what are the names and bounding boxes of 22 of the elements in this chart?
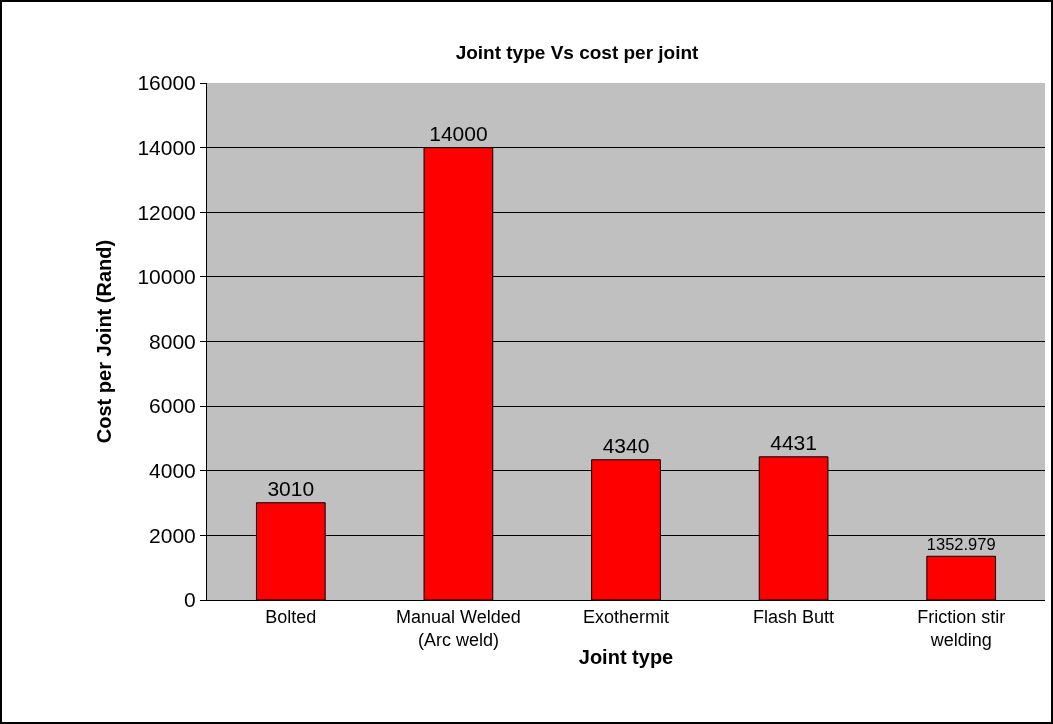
- y-axis-title: Cost per Joint (Rand): [92, 239, 115, 444]
- y-tick-label: 0: [184, 588, 196, 612]
- x-tick-label: Bolted: [265, 606, 317, 627]
- data-label: 14000: [429, 121, 488, 145]
- data-label: 3010: [267, 476, 315, 500]
- y-tick-label: 10000: [137, 265, 196, 289]
- y-tick-label: 8000: [149, 329, 196, 353]
- data-label: 4340: [602, 433, 650, 457]
- y-tick-label: 2000: [149, 523, 196, 547]
- x-tick-label: Flash Butt: [753, 606, 835, 627]
- data-label: 4431: [770, 430, 817, 454]
- x-tick-label: Friction stir welding: [917, 606, 1006, 650]
- y-tick-label: 14000: [137, 135, 196, 159]
- y-tick-label: 4000: [149, 459, 196, 483]
- x-tick-label: Manual Welded (Arc weld): [396, 606, 521, 650]
- x-axis-title: Joint type: [578, 645, 674, 668]
- y-tick-label: 16000: [137, 71, 196, 95]
- data-label: 1352.979: [926, 535, 996, 554]
- y-tick-label: 12000: [137, 200, 196, 224]
- x-tick-label: Exothermit: [582, 606, 670, 627]
- chart-title: Joint type Vs cost per joint: [455, 41, 700, 63]
- y-tick-label: 6000: [149, 394, 196, 418]
